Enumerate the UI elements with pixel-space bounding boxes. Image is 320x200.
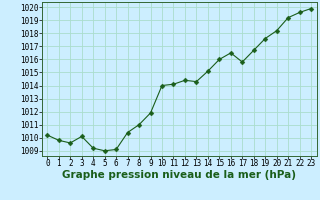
X-axis label: Graphe pression niveau de la mer (hPa): Graphe pression niveau de la mer (hPa): [62, 170, 296, 180]
